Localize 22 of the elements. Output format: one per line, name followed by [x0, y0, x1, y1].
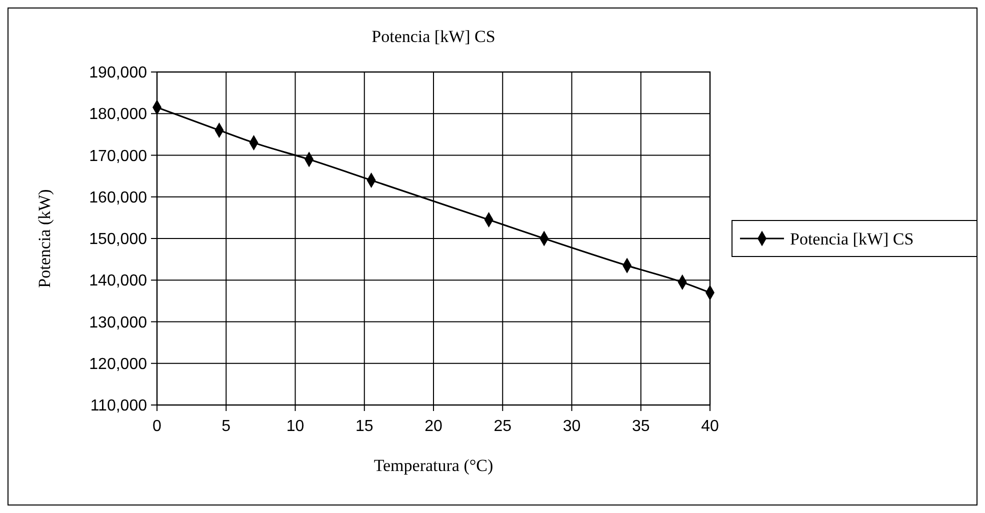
y-tick-label: 140,000 [89, 272, 148, 290]
x-tick-label: 35 [632, 418, 650, 435]
x-tick-label: 5 [222, 418, 231, 435]
y-tick-label: 110,000 [90, 398, 148, 415]
y-tick-label: 180,000 [89, 106, 148, 124]
chart-title: Potencia [kW] CS [372, 27, 496, 46]
x-tick-label: 15 [355, 418, 374, 435]
legend-label: Potencia [kW] CS [790, 229, 914, 248]
y-tick-label: 160,000 [89, 189, 148, 206]
x-axis-title: Temperatura (°C) [374, 456, 494, 475]
x-tick-label: 25 [494, 418, 512, 435]
y-tick-label: 190,000 [89, 64, 148, 82]
y-tick-label: 120,000 [89, 356, 148, 373]
x-tick-label: 10 [286, 418, 304, 435]
y-tick-label: 170,000 [89, 148, 148, 165]
y-axis-title: Potencia (kW) [35, 189, 54, 288]
x-tick-label: 0 [152, 418, 162, 435]
x-tick-label: 20 [424, 418, 442, 435]
y-tick-label: 130,000 [89, 314, 148, 332]
x-tick-label: 30 [562, 418, 581, 435]
y-tick-label: 150,000 [89, 231, 148, 248]
x-tick-label: 40 [701, 418, 719, 435]
